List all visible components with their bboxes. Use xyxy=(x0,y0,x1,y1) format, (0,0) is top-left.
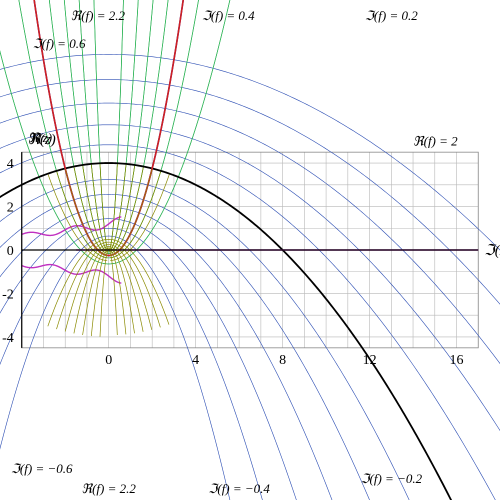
y-tick-label: 4 xyxy=(7,157,14,172)
label-im_f_04: ℑ(f) = 0.4 xyxy=(202,8,255,23)
magenta-ray xyxy=(22,217,122,236)
re-contour xyxy=(0,207,500,500)
re-contour xyxy=(0,145,500,500)
y-tick-label: -2 xyxy=(2,287,14,302)
y-axis-label: ℜ(z) xyxy=(28,132,56,148)
chart-svg: 0 4 8 12 16 -4 -2 0 2 4 ℜ(z) ℑ(z) ℜ(f) = 2.2 ℑ(f) = 0… xyxy=(0,0,500,500)
re-contour xyxy=(0,103,500,500)
label-im_f_02: ℑ(f) = 0.2 xyxy=(365,8,418,23)
x-tick-label: 4 xyxy=(192,353,199,368)
magenta-ray xyxy=(22,265,122,284)
x-tick-label: 12 xyxy=(363,353,377,368)
y-tick-label: 2 xyxy=(7,201,14,216)
axes xyxy=(22,152,479,348)
label-im_f_m04: ℑ(f) = −0.4 xyxy=(208,481,270,496)
y-tick-label: -4 xyxy=(2,331,14,346)
label-im_f_06: ℑ(f) = 0.6 xyxy=(33,36,86,51)
x-tick-label: 8 xyxy=(279,353,286,368)
label-re_f_22b: ℜ(f) = 2.2 xyxy=(82,481,137,496)
re-contour xyxy=(0,194,500,500)
re-contour xyxy=(0,236,500,500)
re-contour xyxy=(0,125,500,500)
y-tick-label: 0 xyxy=(7,244,14,259)
label-im_f_m02: ℑ(f) = −0.2 xyxy=(360,471,422,486)
x-tick-label: 16 xyxy=(450,353,464,368)
x-axis-label: ℑ(z) xyxy=(484,243,500,259)
x-tick-label: 0 xyxy=(105,353,112,368)
re-f-2 xyxy=(0,163,500,500)
chart-root: 0 4 8 12 16 -4 -2 0 2 4 ℜ(z) ℑ(z) ℜ(f) = 2.2 ℑ(f) = 0… xyxy=(0,0,500,500)
label-re_f_2: ℜ(f) = 2 xyxy=(413,133,458,148)
label-im_f_m06: ℑ(f) = −0.6 xyxy=(11,461,73,476)
re-contour xyxy=(0,228,500,500)
label-re_f_22a: ℜ(f) = 2.2 xyxy=(71,8,126,23)
